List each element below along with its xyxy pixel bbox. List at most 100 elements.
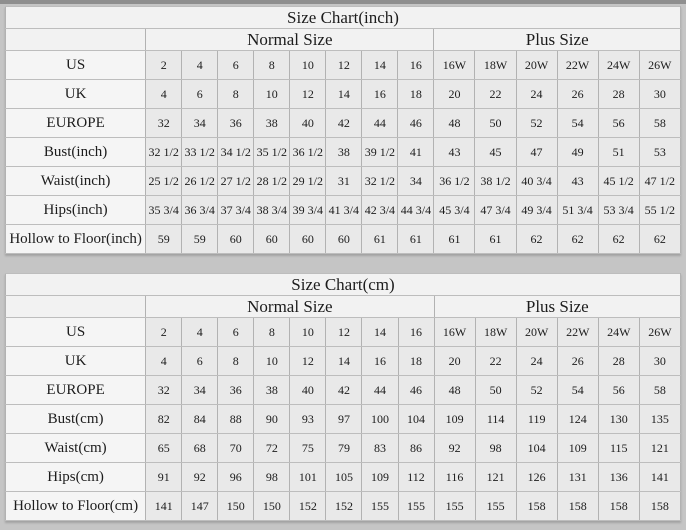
size-cell: 35 1/2 [253, 137, 291, 167]
normal-size-group-header: Normal Size [145, 28, 435, 51]
size-cell: 59 [145, 224, 183, 254]
size-cell: 20W [515, 317, 558, 347]
size-cell: 8 [253, 50, 291, 80]
size-cell: 37 3/4 [217, 195, 255, 225]
size-cell: 6 [217, 317, 255, 347]
size-cell: 50 [474, 375, 517, 405]
size-cell: 54 [556, 375, 599, 405]
size-cell: 8 [217, 79, 255, 109]
size-cell: 68 [181, 433, 219, 463]
size-cell: 10 [253, 346, 291, 376]
size-cell: 61 [397, 224, 435, 254]
normal-size-group-header: Normal Size [145, 295, 435, 318]
size-cell: 22W [556, 50, 599, 80]
size-cell: 47 1/2 [638, 166, 682, 196]
size-cell: 152 [289, 491, 327, 521]
size-cell: 10 [289, 50, 327, 80]
size-cell: 35 3/4 [145, 195, 183, 225]
row-label: Hollow to Floor(inch) [4, 224, 147, 254]
size-cell: 34 [181, 108, 219, 138]
size-cell: 16 [397, 50, 435, 80]
size-cell: 28 [597, 346, 640, 376]
table-row: US 2 4 6 8 10 12 14 16 16W 18W 20W 22W 24W 26W [4, 317, 682, 347]
size-cell: 49 [556, 137, 599, 167]
size-cell: 38 1/2 [474, 166, 517, 196]
size-cell: 60 [289, 224, 327, 254]
size-cell: 152 [325, 491, 363, 521]
size-chart-inch-table: Size Chart(inch) Normal Size Plus Size U… [4, 6, 682, 254]
table-row: Hips(inch) 35 3/4 36 3/4 37 3/4 38 3/4 39 3/4… [4, 195, 682, 225]
size-cell: 18 [397, 346, 435, 376]
table-title-row: Size Chart(cm) [5, 273, 681, 296]
size-cell: 16W [433, 50, 476, 80]
size-cell: 22 [474, 346, 517, 376]
size-cell: 141 [638, 462, 682, 492]
size-cell: 6 [181, 79, 219, 109]
size-cell: 14 [325, 346, 363, 376]
size-cell: 26 [556, 79, 599, 109]
row-label: Hips(inch) [4, 195, 147, 225]
size-cell: 42 [325, 108, 363, 138]
size-cell: 155 [397, 491, 435, 521]
row-label: Waist(cm) [4, 433, 147, 463]
size-cell: 26 [556, 346, 599, 376]
size-cell: 47 3/4 [474, 195, 517, 225]
size-cell: 26W [638, 50, 682, 80]
size-cell: 150 [253, 491, 291, 521]
row-label: Hollow to Floor(cm) [4, 491, 147, 521]
size-cell: 32 [145, 375, 183, 405]
size-cell: 105 [325, 462, 363, 492]
size-cell: 131 [556, 462, 599, 492]
size-cell: 155 [474, 491, 517, 521]
size-cell: 121 [638, 433, 682, 463]
table-title: Size Chart(cm) [5, 273, 681, 296]
table-row: Hollow to Floor(inch) 59 59 60 60 60 60 61 61 61 6… [4, 224, 682, 254]
size-cell: 130 [597, 404, 640, 434]
size-cell: 12 [325, 50, 363, 80]
size-cell: 36 [217, 375, 255, 405]
table-row: EUROPE 32 34 36 38 40 42 44 46 48 50 52 54 56 58 [4, 108, 682, 138]
table-row: UK 4 6 8 10 12 14 16 18 20 22 24 26 28 30 [4, 346, 682, 376]
size-cell: 8 [217, 346, 255, 376]
row-label: Bust(cm) [4, 404, 147, 434]
size-cell: 141 [145, 491, 183, 521]
size-cell: 20W [515, 50, 558, 80]
row-label: Bust(inch) [4, 137, 147, 167]
size-cell: 72 [253, 433, 291, 463]
size-cell: 38 [325, 137, 363, 167]
size-cell: 49 3/4 [515, 195, 558, 225]
size-cell: 40 [289, 375, 327, 405]
size-cell: 119 [515, 404, 558, 434]
size-cell: 82 [145, 404, 183, 434]
size-cell: 26 1/2 [181, 166, 219, 196]
size-cell: 109 [556, 433, 599, 463]
row-label: Waist(inch) [4, 166, 147, 196]
size-cell: 22 [474, 79, 517, 109]
size-cell: 62 [597, 224, 640, 254]
table-row: Waist(cm) 65 68 70 72 75 79 83 86 92 98 104 109 115 12… [4, 433, 682, 463]
size-cell: 16 [361, 346, 399, 376]
row-label: EUROPE [4, 108, 147, 138]
size-cell: 109 [361, 462, 399, 492]
size-cell: 34 1/2 [217, 137, 255, 167]
size-cell: 92 [433, 433, 476, 463]
size-cell: 98 [474, 433, 517, 463]
table-row: Bust(cm) 82 84 88 90 93 97 100 104 109 114 119 124 13… [4, 404, 682, 434]
size-cell: 16 [397, 317, 435, 347]
row-label: Hips(cm) [4, 462, 147, 492]
size-cell: 48 [433, 375, 476, 405]
size-cell: 24 [515, 79, 558, 109]
table-row: Hollow to Floor(cm) 141 147 150 150 152 152 155… [4, 491, 682, 521]
row-label: UK [4, 346, 147, 376]
size-cell: 100 [361, 404, 399, 434]
size-cell: 24 [515, 346, 558, 376]
size-cell: 24W [597, 317, 640, 347]
size-cell: 155 [433, 491, 476, 521]
size-cell: 18 [397, 79, 435, 109]
size-cell: 44 [361, 108, 399, 138]
size-cell: 52 [515, 375, 558, 405]
size-cell: 36 1/2 [433, 166, 476, 196]
size-cell: 116 [433, 462, 476, 492]
size-cell: 4 [181, 50, 219, 80]
size-cell: 28 [597, 79, 640, 109]
